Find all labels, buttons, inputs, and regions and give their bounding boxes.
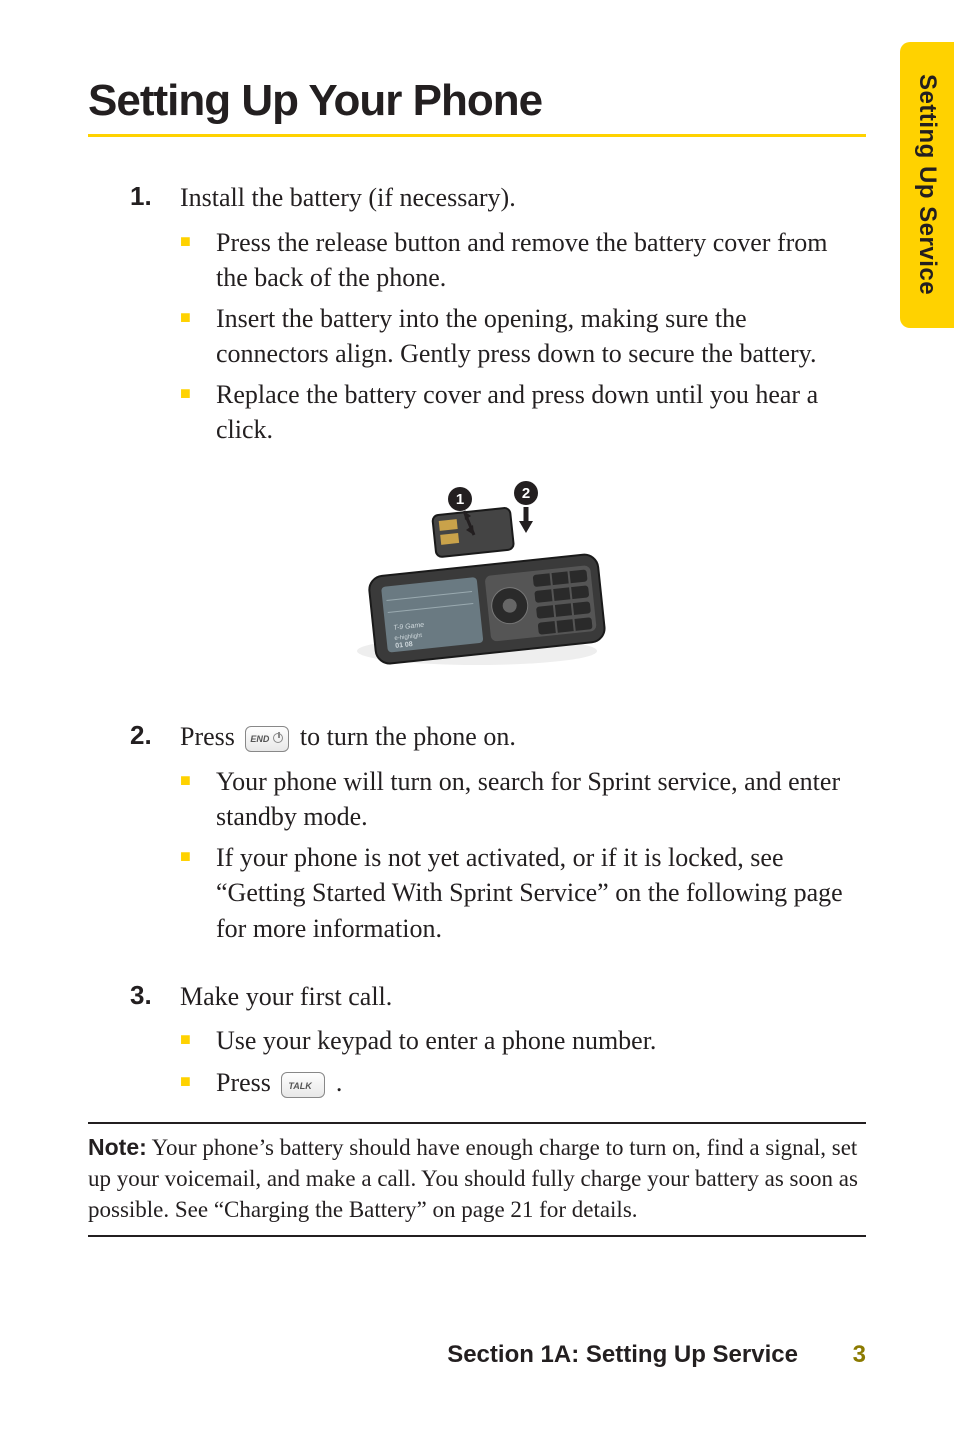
phone-battery-illustration: T-9 Game e-highlight 01 08 — [88, 471, 866, 676]
list-item: ■ Insert the battery into the opening, m… — [180, 301, 846, 371]
step-text-post: to turn the phone on. — [300, 722, 516, 751]
bullet-text: Press TALK . — [216, 1065, 846, 1100]
page-footer: Section 1A: Setting Up Service 3 — [447, 1341, 866, 1369]
step-3: 3. Make your first call. — [130, 980, 866, 1014]
note-text: Your phone’s battery should have enough … — [88, 1135, 858, 1222]
list-item: ■ Use your keypad to enter a phone numbe… — [180, 1023, 846, 1058]
footer-section: Section 1A: Setting Up Service — [447, 1341, 798, 1368]
svg-text:2: 2 — [522, 485, 530, 502]
list-item: ■ If your phone is not yet activated, or… — [180, 840, 846, 945]
step-text: Install the battery (if necessary). — [180, 181, 866, 215]
key-label: TALK — [288, 1080, 311, 1092]
list-item: ■ Press the release button and remove th… — [180, 225, 846, 295]
step-2: 2. Press END to turn the phone on. — [130, 720, 866, 754]
bullet-icon: ■ — [180, 764, 216, 834]
page-number: 3 — [853, 1341, 866, 1368]
side-tab-label: Setting Up Service — [913, 74, 941, 295]
step-1-bullets: ■ Press the release button and remove th… — [180, 225, 846, 448]
bullet-text: Replace the battery cover and press down… — [216, 377, 846, 447]
step-text: Make your first call. — [180, 980, 866, 1014]
note-block: Note: Your phone’s battery should have e… — [88, 1122, 866, 1237]
bullet-text: Insert the battery into the opening, mak… — [216, 301, 846, 371]
list-item: ■ Press TALK . — [180, 1065, 846, 1100]
side-tab: Setting Up Service — [900, 42, 954, 328]
bullet-icon: ■ — [180, 301, 216, 371]
step-number: 1. — [130, 181, 180, 215]
bullet-icon: ■ — [180, 840, 216, 945]
bullet-text-post: . — [336, 1068, 343, 1097]
bullet-text: Press the release button and remove the … — [216, 225, 846, 295]
step-2-bullets: ■ Your phone will turn on, search for Sp… — [180, 764, 846, 945]
talk-key-icon: TALK — [281, 1072, 325, 1098]
step-1: 1. Install the battery (if necessary). — [130, 181, 866, 215]
page-title: Setting Up Your Phone — [88, 76, 866, 137]
bullet-text: Use your keypad to enter a phone number. — [216, 1023, 846, 1058]
step-3-bullets: ■ Use your keypad to enter a phone numbe… — [180, 1023, 846, 1099]
svg-text:1: 1 — [456, 491, 464, 508]
bullet-text-pre: Press — [216, 1068, 277, 1097]
key-label: END — [250, 734, 269, 746]
bullet-icon: ■ — [180, 377, 216, 447]
bullet-icon: ■ — [180, 1065, 216, 1100]
step-number: 3. — [130, 980, 180, 1014]
page-content: Setting Up Your Phone 1. Install the bat… — [0, 0, 954, 1237]
end-key-icon: END — [245, 726, 289, 752]
step-text-pre: Press — [180, 722, 241, 751]
list-item: ■ Replace the battery cover and press do… — [180, 377, 846, 447]
bullet-icon: ■ — [180, 225, 216, 295]
bullet-text: If your phone is not yet activated, or i… — [216, 840, 846, 945]
note-label: Note: — [88, 1134, 147, 1160]
power-icon — [273, 733, 283, 743]
step-number: 2. — [130, 720, 180, 754]
bullet-icon: ■ — [180, 1023, 216, 1058]
step-text: Press END to turn the phone on. — [180, 720, 866, 754]
bullet-text: Your phone will turn on, search for Spri… — [216, 764, 846, 834]
list-item: ■ Your phone will turn on, search for Sp… — [180, 764, 846, 834]
